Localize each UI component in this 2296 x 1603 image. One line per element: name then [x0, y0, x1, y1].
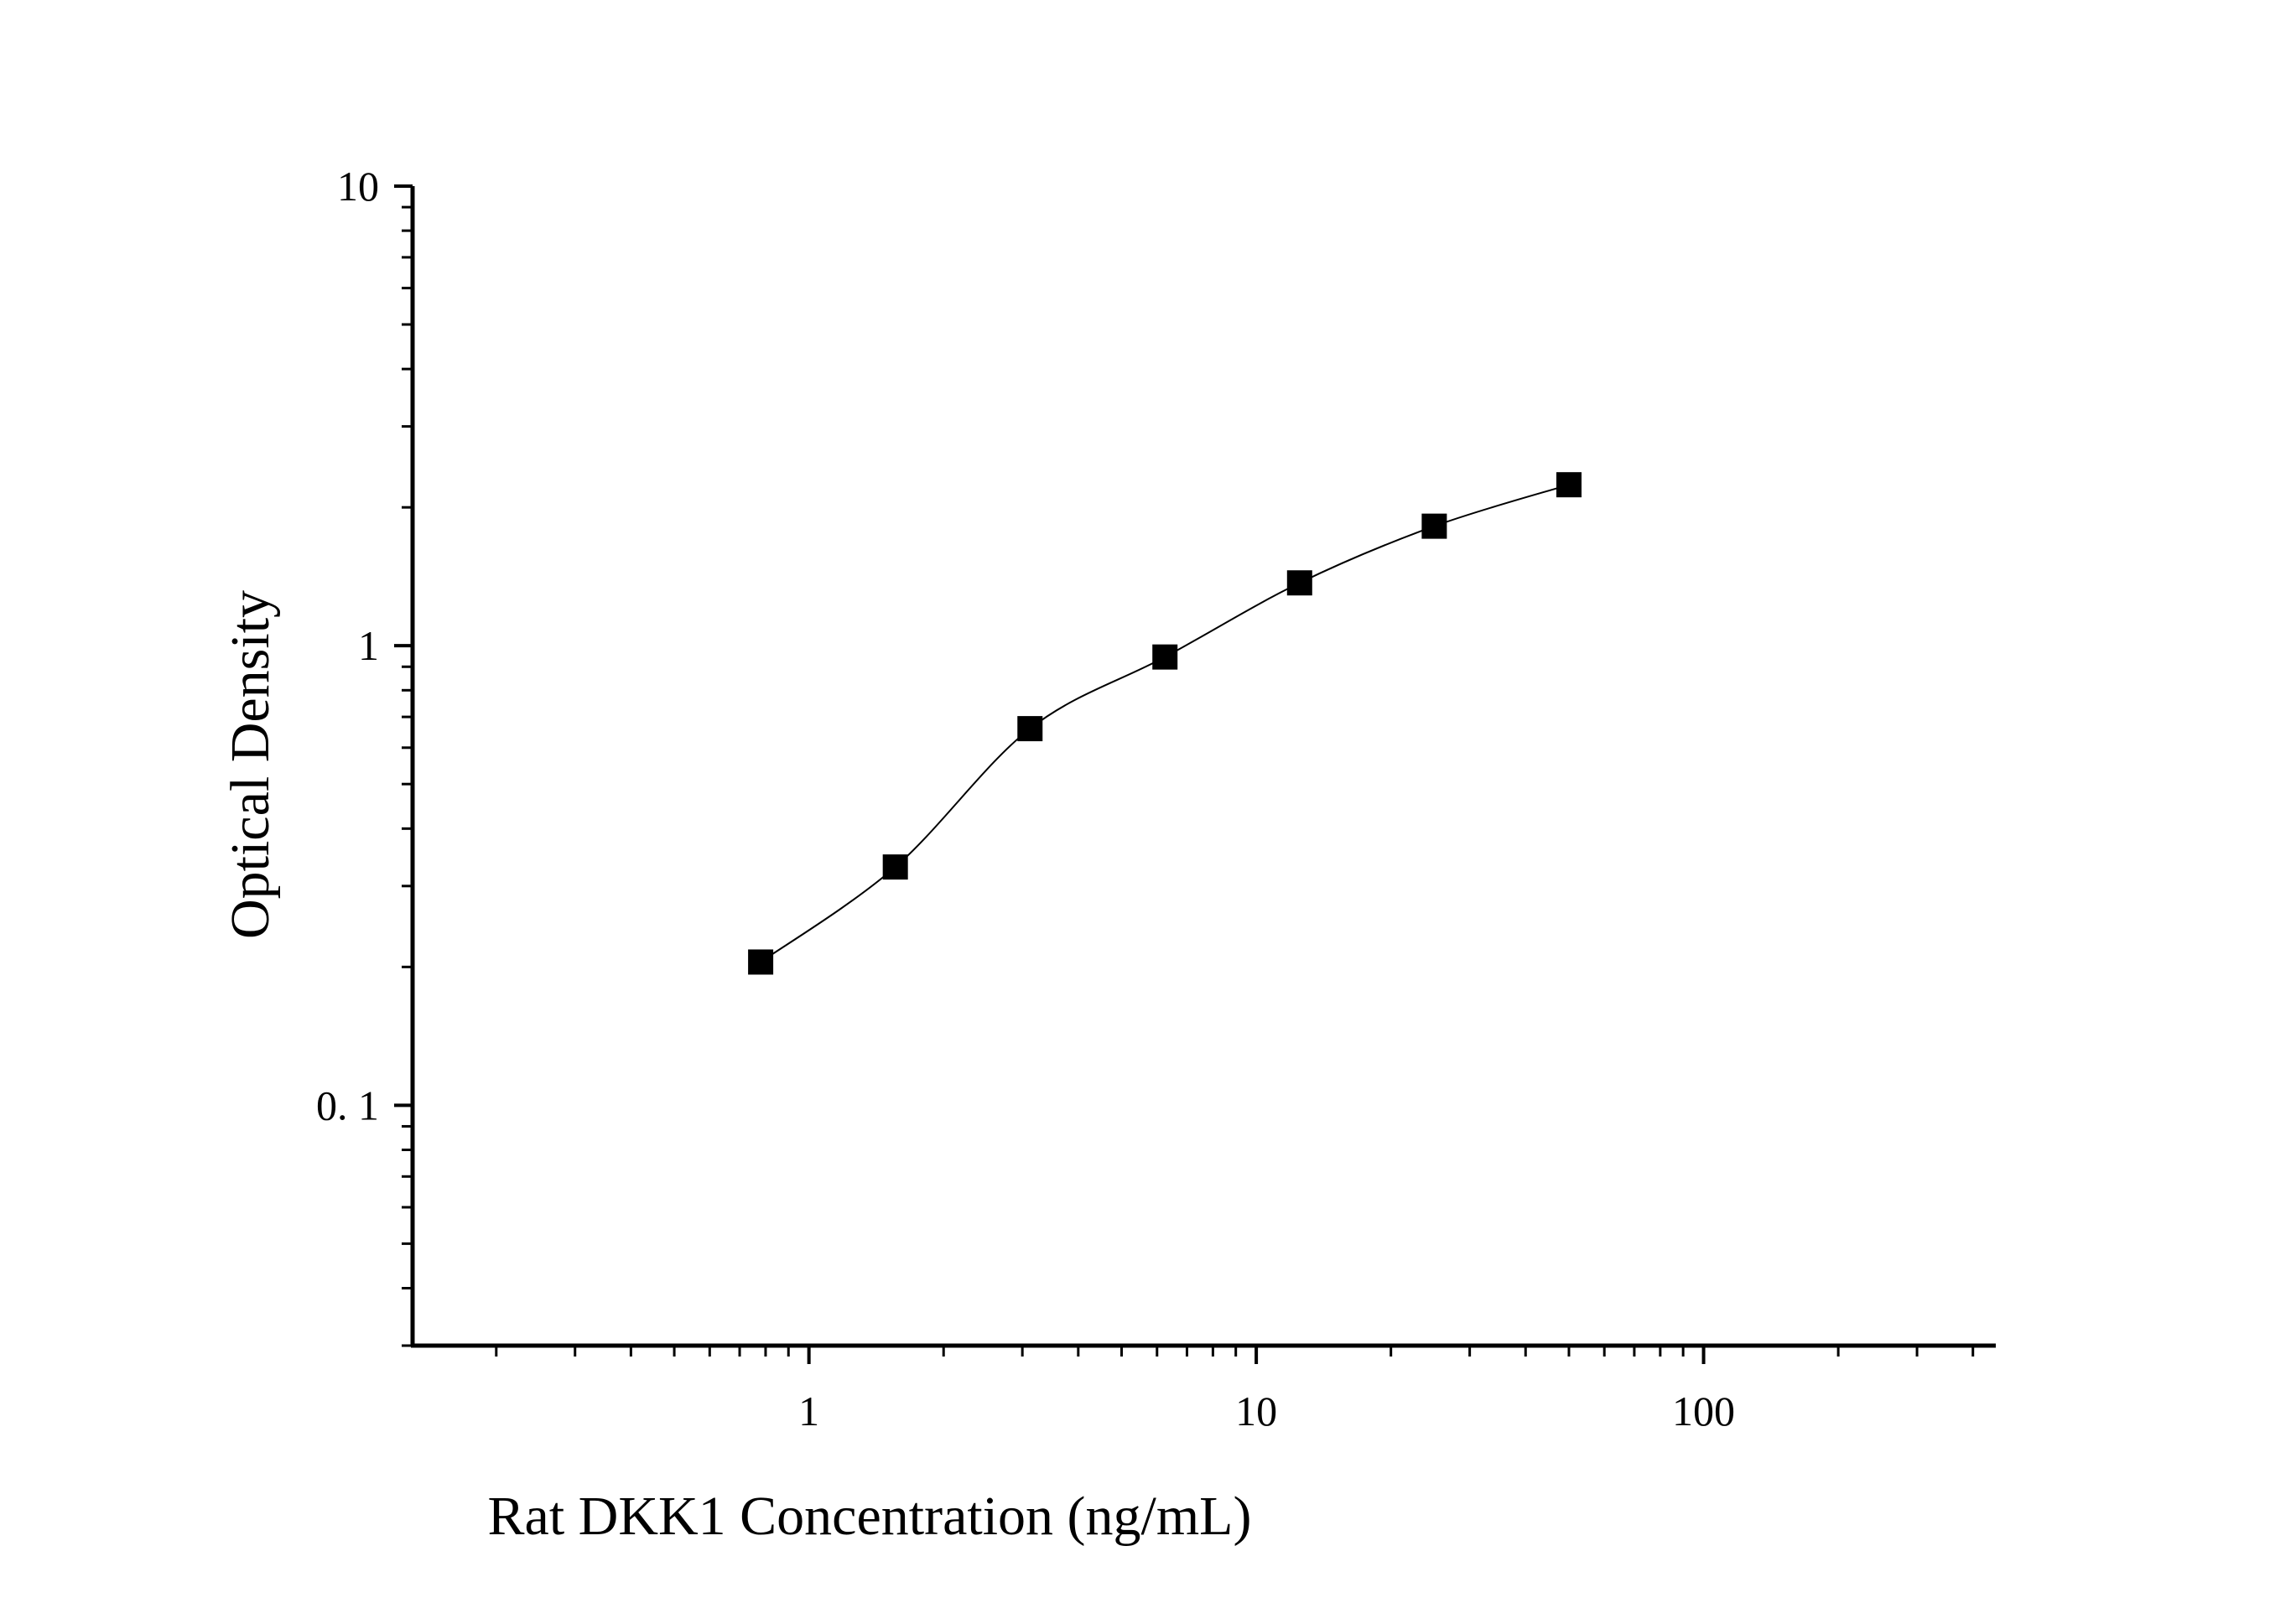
data-point — [1421, 513, 1447, 539]
x-tick-label: 100 — [1672, 1388, 1735, 1434]
data-point — [1556, 472, 1582, 498]
data-point — [1017, 716, 1043, 742]
data-points — [748, 472, 1582, 975]
fit-curve-layer — [760, 484, 1570, 963]
y-tick-label: 1 — [358, 622, 379, 669]
data-point — [882, 854, 908, 880]
data-point — [1286, 570, 1312, 596]
x-tick-label: 1 — [798, 1388, 819, 1434]
x-axis-title: Rat DKK1 Concentration (ng/mL) — [488, 1486, 1252, 1547]
axes — [410, 186, 1996, 1348]
tick-labels: 1 10 100 0. 1 1 10 — [316, 163, 1735, 1434]
data-point — [1152, 644, 1178, 670]
y-axis-title: Optical Density — [220, 590, 281, 939]
y-tick-label: 0. 1 — [316, 1082, 379, 1128]
x-tick-label: 10 — [1235, 1388, 1277, 1434]
axis-ticks — [394, 184, 1975, 1364]
data-point — [748, 949, 774, 975]
fit-curve — [760, 484, 1570, 963]
y-tick-label: 10 — [337, 163, 379, 210]
